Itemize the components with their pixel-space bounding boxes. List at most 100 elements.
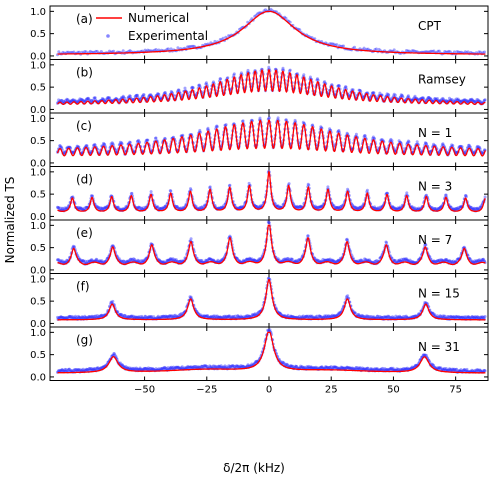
y-tick-label: 0.5 [30,29,46,40]
experimental-point [449,98,453,101]
experimental-point [339,205,342,209]
experimental-point [482,99,486,103]
experimental-point [121,49,125,53]
y-tick-label: 0.0 [30,158,46,169]
experimental-point [189,237,193,241]
y-tick-label: 0.0 [30,372,46,383]
experimental-point [363,134,367,138]
experimental-point [161,206,165,210]
experimental-point [90,98,94,102]
experimental-point [362,135,366,139]
experimental-point [465,99,469,103]
experimental-point [138,98,142,102]
experimental-point [342,44,345,48]
experimental-point [344,85,347,89]
experimental-point [143,48,147,52]
experimental-point [156,205,160,209]
experimental-point [111,142,115,146]
experimental-point [177,88,181,92]
experimental-point [188,45,192,49]
experimental-point [131,98,135,102]
experimental-point [134,94,138,98]
experimental-point [227,184,231,188]
experimental-point [83,99,87,103]
panel-tag: (a) [76,12,93,26]
experimental-point [450,98,454,102]
experimental-point [140,207,144,211]
experimental-point [225,76,229,80]
experimental-point [68,99,72,103]
experimental-point [146,138,150,142]
experimental-point [213,39,217,43]
experimental-point [175,205,179,209]
experimental-point [426,97,430,101]
experimental-point [139,206,143,210]
experimental-point [156,92,160,96]
experimental-point [424,50,428,54]
experimental-point [89,194,93,198]
experimental-point [146,48,150,52]
experimental-point [116,205,120,209]
experimental-point [400,94,404,97]
experimental-point [161,206,165,210]
experimental-point [336,129,340,133]
experimental-point [92,96,96,100]
experimental-point [429,49,433,53]
experimental-point [471,98,474,102]
experimental-point [79,97,83,101]
experimental-point [121,207,125,211]
experimental-point [198,206,202,210]
experimental-point [284,16,288,20]
experimental-point [308,75,312,79]
panel-e: 0.00.51.0 (e) N = 7 [30,219,489,276]
experimental-point [299,204,303,208]
y-tick-label: 1.0 [30,167,46,178]
y-tick-label: 0.5 [30,297,46,308]
experimental-point [371,135,375,139]
experimental-point [75,144,79,148]
experimental-point [57,206,61,209]
experimental-point [423,141,427,145]
experimental-point [405,49,408,52]
experimental-point [81,99,85,103]
experimental-point [85,206,88,209]
y-tick-label: 0.0 [30,105,46,116]
experimental-point [103,205,107,209]
experimental-point [479,100,483,104]
experimental-point [339,205,343,208]
experimental-point [169,47,173,51]
experimental-point [286,313,290,317]
experimental-point [66,50,70,54]
experimental-point [319,126,323,130]
experimental-point [323,80,327,84]
experimental-point [83,50,87,53]
experimental-point [344,85,348,89]
experimental-point [296,205,300,209]
experimental-point [363,134,367,138]
experimental-point [191,86,195,90]
experimental-point [317,205,321,209]
y-tick-label: 1.0 [30,328,46,339]
experimental-point [336,205,340,209]
experimental-point [365,188,369,192]
panel-tag: (e) [76,226,93,240]
experimental-point [197,83,201,87]
experimental-point [318,205,322,209]
experimental-point [86,97,90,101]
experimental-point [345,131,349,135]
experimental-point [420,96,424,100]
experimental-point [442,143,445,147]
experimental-point [135,206,139,210]
experimental-point [477,99,481,103]
experimental-point [204,82,208,86]
experimental-point [79,207,83,211]
experimental-point [179,206,183,210]
experimental-point [463,98,467,102]
experimental-point [169,189,173,193]
experimental-point [444,50,448,54]
experimental-point [276,204,280,208]
experimental-point [218,38,222,41]
experimental-point [206,126,210,130]
experimental-point [444,98,448,102]
